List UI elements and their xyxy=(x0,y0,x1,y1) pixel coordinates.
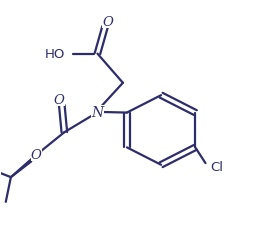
Text: HO: HO xyxy=(45,48,66,61)
Text: Cl: Cl xyxy=(210,160,223,173)
Text: N: N xyxy=(91,106,103,119)
Text: O: O xyxy=(102,16,113,28)
Text: O: O xyxy=(31,148,42,162)
Text: O: O xyxy=(54,94,65,107)
